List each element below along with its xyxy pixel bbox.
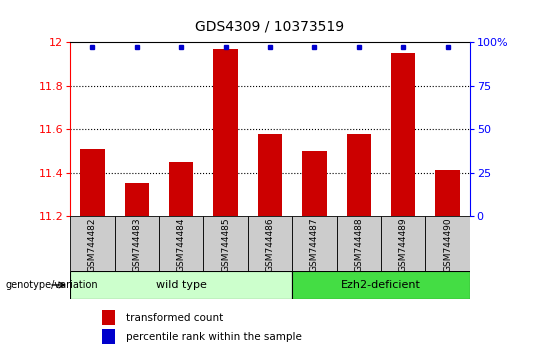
Bar [159, 216, 204, 271]
Bar [204, 216, 248, 271]
Bar [381, 216, 426, 271]
Text: GSM744488: GSM744488 [354, 218, 363, 272]
Bar [435, 170, 460, 216]
Bar [125, 183, 149, 216]
Bar [102, 310, 115, 325]
Bar [258, 133, 282, 216]
Bar [213, 49, 238, 216]
Text: GSM744484: GSM744484 [177, 218, 186, 272]
Text: Ezh2-deficient: Ezh2-deficient [341, 280, 421, 290]
Text: percentile rank within the sample: percentile rank within the sample [126, 332, 302, 342]
Bar [292, 216, 336, 271]
Bar [102, 330, 115, 344]
Bar [80, 149, 105, 216]
Bar [347, 133, 371, 216]
Text: transformed count: transformed count [126, 313, 224, 322]
Bar [70, 216, 114, 271]
Bar [114, 216, 159, 271]
Text: GSM744489: GSM744489 [399, 218, 408, 272]
Text: GSM744482: GSM744482 [88, 218, 97, 272]
Bar [391, 53, 415, 216]
Bar [70, 271, 292, 299]
Text: GSM744483: GSM744483 [132, 218, 141, 272]
Bar [426, 216, 470, 271]
Text: GSM744490: GSM744490 [443, 218, 452, 272]
Text: GSM744485: GSM744485 [221, 218, 230, 272]
Text: GSM744487: GSM744487 [310, 218, 319, 272]
Bar [336, 216, 381, 271]
Text: genotype/variation: genotype/variation [5, 280, 98, 290]
Bar [248, 216, 292, 271]
Text: GSM744486: GSM744486 [266, 218, 274, 272]
Bar [302, 151, 327, 216]
Text: GDS4309 / 10373519: GDS4309 / 10373519 [195, 19, 345, 34]
Text: wild type: wild type [156, 280, 207, 290]
Bar [292, 271, 470, 299]
Bar [169, 162, 193, 216]
